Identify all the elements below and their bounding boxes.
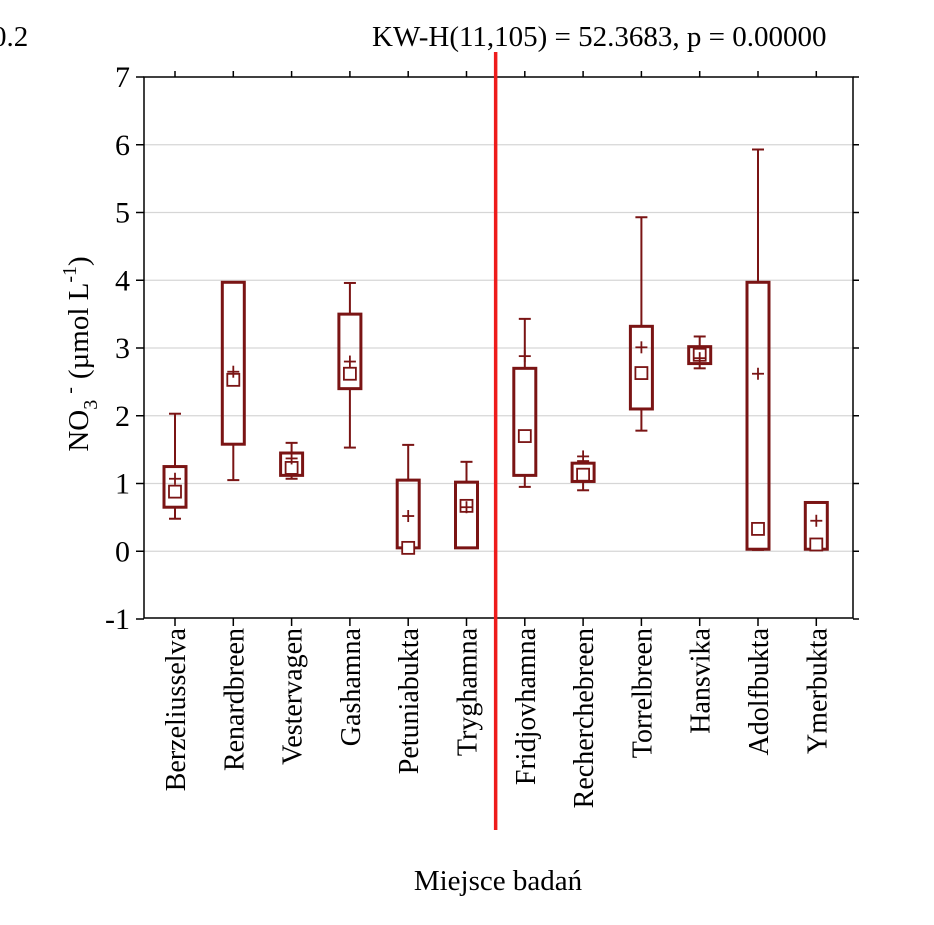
box-group bbox=[162, 412, 188, 520]
box-iqr bbox=[454, 480, 479, 550]
y-axis-title: NO3 - (µmol L-1) bbox=[59, 256, 102, 451]
x-category-label: Tryghamna bbox=[453, 627, 484, 756]
x-axis: Berzeliusselva Renardbreen Vestervagen Gash… bbox=[161, 71, 833, 808]
y-tick-label: 0 bbox=[115, 535, 130, 568]
median-marker bbox=[342, 366, 357, 381]
y-tick-label: -1 bbox=[105, 603, 130, 636]
x-category-label: Petuniabukta bbox=[394, 627, 425, 774]
median-marker bbox=[809, 537, 824, 552]
median-marker bbox=[751, 521, 765, 536]
box-group bbox=[687, 335, 713, 370]
y-tick-label: 7 bbox=[115, 61, 130, 94]
box-group bbox=[745, 148, 771, 551]
x-category-label: Vestervagen bbox=[278, 628, 309, 765]
y-axis-title-sub: 3 bbox=[80, 400, 102, 410]
median-marker bbox=[517, 429, 532, 443]
y-axis-title-units: (µmol L bbox=[63, 283, 95, 379]
box-group bbox=[279, 441, 305, 480]
box-group bbox=[395, 443, 421, 555]
x-category-label: Renardbreen bbox=[219, 628, 250, 771]
chart-header-right: KW-H(11,105) = 52.3683, p = 0.00000 bbox=[372, 21, 827, 53]
median-marker bbox=[401, 540, 416, 555]
y-tick-label: 3 bbox=[115, 332, 130, 365]
y-tick-label: 2 bbox=[115, 400, 130, 433]
y-axis-title-main: NO bbox=[63, 410, 95, 452]
x-category-label: Berzeliusselva bbox=[161, 627, 192, 791]
box-marks bbox=[162, 148, 829, 555]
gridlines bbox=[144, 144, 853, 552]
y-tick-label: 1 bbox=[115, 468, 130, 501]
box-iqr bbox=[220, 280, 246, 446]
box-group bbox=[803, 500, 829, 552]
x-category-label: Torrelbreen bbox=[627, 628, 658, 758]
box-group bbox=[570, 450, 596, 492]
x-category-label: Adolfbukta bbox=[744, 627, 775, 755]
y-tick-label: 4 bbox=[115, 264, 130, 297]
y-axis-title-charge: - bbox=[59, 387, 81, 394]
box-iqr bbox=[337, 312, 363, 391]
box-group bbox=[454, 460, 479, 550]
median-marker bbox=[634, 366, 649, 380]
box-group bbox=[628, 216, 654, 432]
x-category-label: Hansvika bbox=[686, 627, 717, 733]
y-axis-title-units-sup: -1 bbox=[59, 266, 81, 283]
box-group bbox=[220, 280, 246, 482]
box-iqr bbox=[512, 366, 538, 477]
box-group bbox=[337, 281, 363, 449]
box-iqr bbox=[628, 324, 654, 411]
y-axis: 7 6 5 4 3 2 1 0 -1 bbox=[105, 61, 859, 636]
y-axis-title-units-close: ) bbox=[63, 256, 95, 266]
x-category-label: Recherchebreen bbox=[569, 628, 600, 808]
box-iqr bbox=[745, 280, 771, 551]
y-tick-label: 5 bbox=[115, 197, 130, 230]
x-category-label: Fridjovhamna bbox=[511, 627, 542, 785]
x-category-label: Ymerbukta bbox=[802, 627, 833, 754]
box-group bbox=[512, 317, 538, 488]
median-marker bbox=[576, 467, 590, 482]
y-tick-label: 6 bbox=[115, 129, 130, 162]
chart-header-left: 0.2 bbox=[0, 21, 28, 53]
box-iqr bbox=[162, 465, 188, 509]
x-category-label: Gashamna bbox=[336, 627, 367, 746]
median-marker bbox=[168, 484, 182, 499]
x-axis-title: Miejsce badań bbox=[414, 865, 583, 897]
